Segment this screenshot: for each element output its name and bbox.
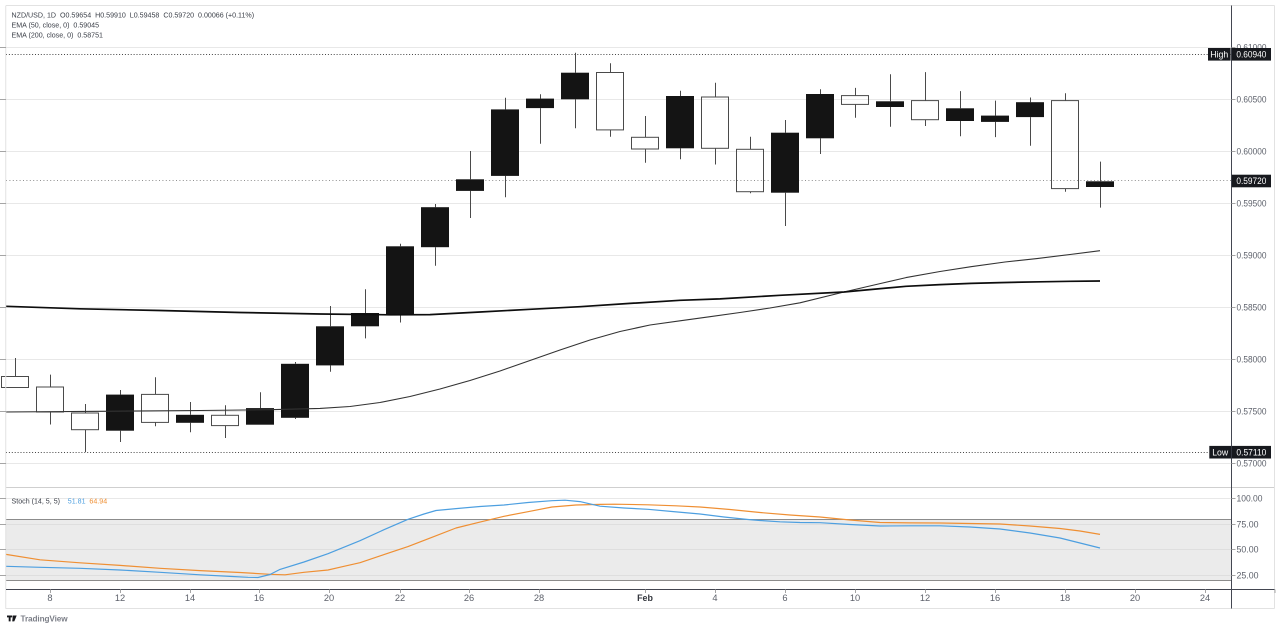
svg-text:EMA (200, close, 0) 0.58751: EMA (200, close, 0) 0.58751	[12, 32, 104, 40]
svg-text:24: 24	[1200, 593, 1210, 603]
svg-text:0.59500: 0.59500	[1237, 199, 1267, 209]
svg-text:0.59720: 0.59720	[1236, 176, 1266, 186]
svg-text:16: 16	[254, 593, 264, 603]
svg-text:0.60500: 0.60500	[1237, 95, 1267, 105]
svg-text:14: 14	[185, 593, 195, 603]
svg-text:0.60940: 0.60940	[1236, 50, 1266, 60]
svg-text:0.59000: 0.59000	[1237, 251, 1267, 261]
svg-text:Stoch (14, 5, 5): Stoch (14, 5, 5)	[12, 498, 61, 506]
svg-text:0.58500: 0.58500	[1237, 303, 1267, 313]
svg-text:75.00: 75.00	[1237, 520, 1259, 530]
svg-text:18: 18	[1060, 593, 1070, 603]
svg-text:0.57000: 0.57000	[1237, 459, 1267, 469]
svg-text:EMA (50, close, 0) 0.59045: EMA (50, close, 0) 0.59045	[12, 22, 100, 30]
svg-text:12: 12	[920, 593, 930, 603]
svg-text:6: 6	[782, 593, 787, 603]
svg-text:High: High	[1210, 50, 1228, 60]
svg-text:20: 20	[324, 593, 334, 603]
svg-text:0.61000: 0.61000	[1237, 43, 1267, 53]
svg-text:16: 16	[990, 593, 1000, 603]
svg-text:26: 26	[464, 593, 474, 603]
svg-text:22: 22	[395, 593, 405, 603]
svg-text:0.57110: 0.57110	[1236, 447, 1266, 457]
svg-text:8: 8	[47, 593, 52, 603]
svg-text:0.58000: 0.58000	[1237, 355, 1267, 365]
svg-text:Feb: Feb	[637, 593, 653, 603]
svg-text:51.81: 51.81	[68, 498, 86, 506]
svg-text:NZD/USD, 1D O0.59654 H0.5991: NZD/USD, 1D O0.59654 H0.59910 L0.59458 C…	[12, 12, 255, 20]
svg-text:0.57500: 0.57500	[1237, 407, 1267, 417]
svg-text:25.00: 25.00	[1237, 571, 1259, 581]
svg-text:Low: Low	[1212, 447, 1228, 457]
svg-text:TradingView: TradingView	[21, 614, 69, 623]
svg-text:28: 28	[534, 593, 544, 603]
svg-text:100.00: 100.00	[1237, 494, 1263, 504]
svg-text:12: 12	[115, 593, 125, 603]
svg-text:50.00: 50.00	[1237, 545, 1259, 555]
svg-text:20: 20	[1130, 593, 1140, 603]
svg-text:0.60000: 0.60000	[1237, 147, 1267, 157]
svg-text:10: 10	[850, 593, 860, 603]
svg-text:4: 4	[712, 593, 717, 603]
svg-text:64.94: 64.94	[89, 498, 107, 506]
